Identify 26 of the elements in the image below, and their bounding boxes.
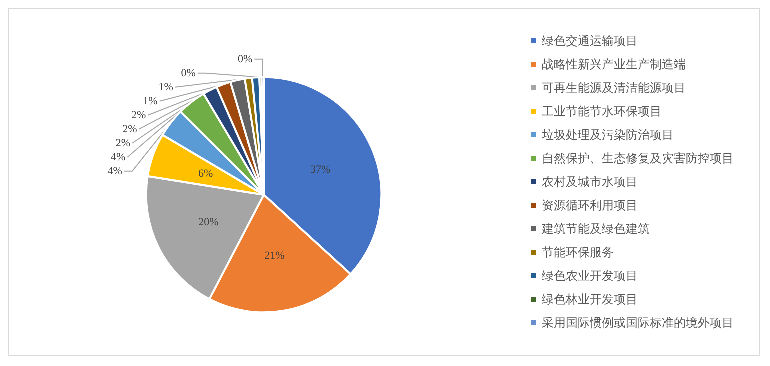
data-label: 21% [264, 250, 285, 262]
data-label: 37% [310, 164, 331, 176]
legend-label: 资源循环利用项目 [542, 198, 638, 212]
legend-label: 可再生能源及清洁能源项目 [542, 81, 686, 95]
legend-label: 采用国际惯例或国际标准的境外项目 [542, 316, 734, 330]
legend-label: 战略性新兴产业生产制造端 [542, 58, 686, 72]
data-label: 2% [116, 137, 131, 150]
data-label: 4% [108, 165, 122, 178]
data-label: 0% [181, 67, 196, 80]
legend-label: 建筑节能及绿色建筑 [541, 222, 650, 236]
legend-label: 垃圾处理及污染防治项目 [541, 128, 674, 142]
legend-label: 绿色林业开发项目 [542, 292, 638, 306]
legend-label: 绿色农业开发项目 [542, 269, 638, 283]
legend-label: 节能环保服务 [542, 246, 614, 260]
data-label: 1% [143, 95, 158, 108]
legend-label: 绿色交通运输项目 [542, 34, 638, 48]
data-label: 6% [198, 168, 214, 180]
legend-label: 自然保护、生态修复及灾害防控项目 [542, 152, 734, 166]
data-label: 2% [122, 123, 138, 136]
data-label: 0% [238, 53, 253, 66]
data-label: 20% [198, 216, 219, 229]
data-label: 1% [158, 81, 174, 94]
data-label: 4% [111, 151, 126, 164]
data-label: 2% [132, 109, 146, 122]
legend-label: 农村及城市水项目 [542, 175, 638, 189]
legend-label: 工业节能节水环保项目 [542, 104, 662, 118]
